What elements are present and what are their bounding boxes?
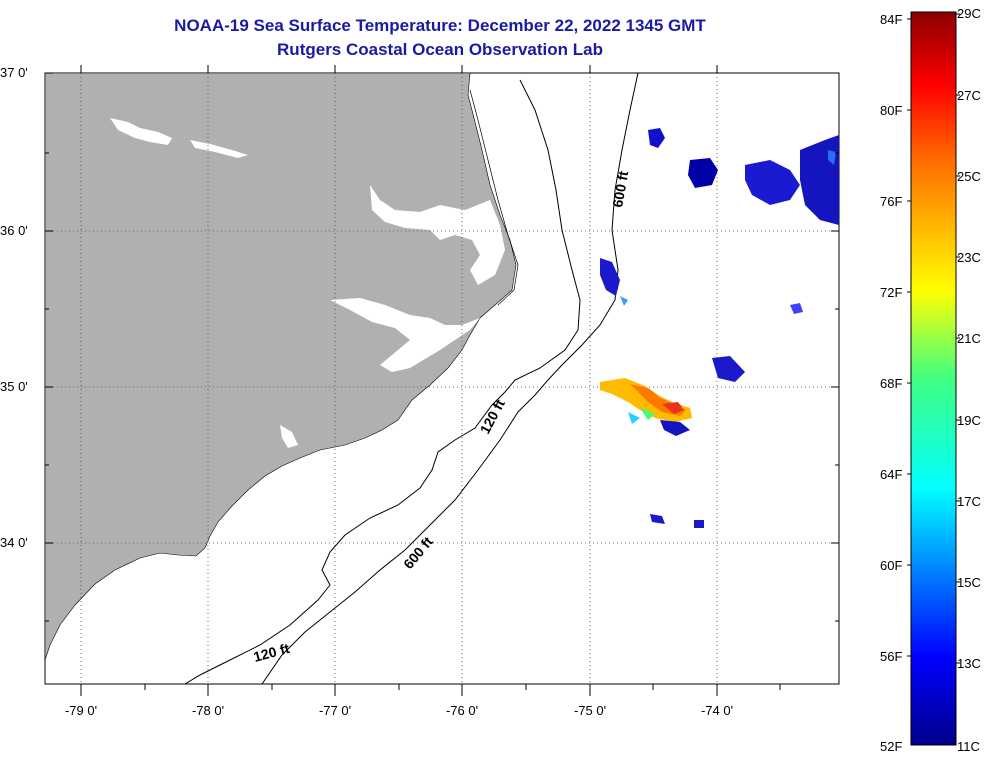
- lat-label: 35 0': [0, 379, 28, 394]
- colorbar-c-label: 27C: [957, 88, 981, 103]
- colorbar-f-label: 68F: [880, 376, 903, 391]
- sound-water: [330, 298, 480, 372]
- colorbar-c-label: 29C: [957, 6, 981, 21]
- lat-label: 37 0': [0, 65, 28, 80]
- contour-label-600ft-north: 600 ft: [609, 169, 631, 208]
- colorbar-c-label: 19C: [957, 413, 981, 428]
- sst-data-patches: [600, 128, 839, 528]
- colorbar-f-label: 84F: [880, 12, 903, 27]
- lon-label: -76 0': [445, 703, 479, 718]
- lon-label: -77 0': [318, 703, 352, 718]
- colorbar: [910, 11, 957, 746]
- lat-label: 34 0': [0, 535, 28, 550]
- lon-label: -78 0': [191, 703, 225, 718]
- colorbar-f-label: 76F: [880, 194, 903, 209]
- sound-water: [110, 118, 172, 145]
- map-subtitle: Rutgers Coastal Ocean Observation Lab: [277, 40, 603, 59]
- axis-ticks: [45, 65, 839, 696]
- sound-water: [280, 425, 298, 448]
- map-title: NOAA-19 Sea Surface Temperature: Decembe…: [174, 16, 706, 35]
- colorbar-c-label: 23C: [957, 250, 981, 265]
- lon-label: -74 0': [700, 703, 734, 718]
- lat-label: 36 0': [0, 223, 28, 238]
- colorbar-c-label: 15C: [957, 575, 981, 590]
- lon-label: -75 0': [573, 703, 607, 718]
- sound-water: [370, 185, 505, 285]
- contour-120ft: [184, 79, 581, 684]
- lon-label: -79 0': [64, 703, 98, 718]
- colorbar-f-label: 80F: [880, 103, 903, 118]
- colorbar-f-label: 52F: [880, 739, 903, 754]
- colorbar-c-label: 13C: [957, 656, 981, 671]
- colorbar-f-label: 72F: [880, 285, 903, 300]
- colorbar-c-label: 17C: [957, 494, 981, 509]
- contour-600ft: [261, 73, 639, 684]
- colorbar-f-label: 60F: [880, 558, 903, 573]
- colorbar-c-label: 25C: [957, 169, 981, 184]
- colorbar-c-label: 21C: [957, 331, 981, 346]
- colorbar-c-label: 11C: [957, 739, 980, 754]
- colorbar-f-label: 64F: [880, 467, 903, 482]
- colorbar-ticks: [907, 13, 960, 664]
- sound-water: [190, 140, 248, 158]
- colorbar-f-label: 56F: [880, 649, 903, 664]
- grid-lines: [45, 73, 839, 684]
- barrier-island: [469, 89, 519, 306]
